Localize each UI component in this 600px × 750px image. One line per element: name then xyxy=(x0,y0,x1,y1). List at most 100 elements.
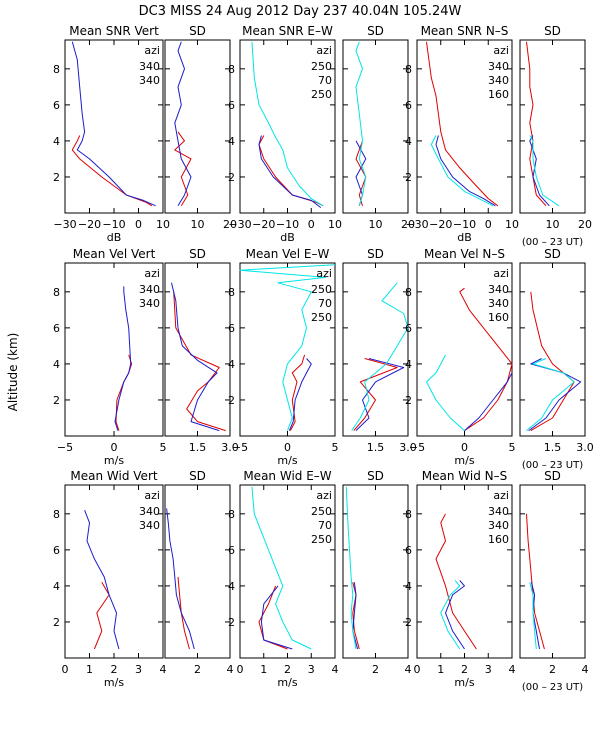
x-tick-label: −5 xyxy=(232,441,248,454)
series-line-blue xyxy=(260,585,293,650)
y-tick-label: 6 xyxy=(405,544,412,557)
series-line-red xyxy=(353,358,398,431)
panel-1-6: SD 10 20 (00 – 23 UT) xyxy=(519,24,592,248)
series-line-blue xyxy=(445,580,465,650)
x-tick-label: −20 xyxy=(78,218,101,231)
legend-title: azi xyxy=(493,489,509,502)
legend-title: azi xyxy=(316,44,332,57)
panel-2-4: SD 1.5 3.0 xyxy=(342,247,417,454)
series-line-red xyxy=(174,131,192,207)
y-tick-label: 2 xyxy=(228,171,235,184)
x-tick-label: 0 xyxy=(284,441,291,454)
legend-entry: 340 xyxy=(139,505,160,518)
y-tick-label: 4 xyxy=(405,358,412,371)
x-tick-label: 4 xyxy=(509,663,516,676)
series-line-cyan xyxy=(526,358,575,431)
legend-entry: 250 xyxy=(311,505,332,518)
legend-entry: 340 xyxy=(139,60,160,73)
legend-entry: 160 xyxy=(488,88,509,101)
series-line-red xyxy=(352,582,360,650)
legend-entry: 340 xyxy=(488,505,509,518)
panel-title: Mean Wid E–W xyxy=(243,469,331,483)
legend-title: azi xyxy=(316,267,332,280)
x-tick-label: 3.0 xyxy=(221,441,239,454)
panel-frame xyxy=(519,484,586,659)
x-axis-label: m/s xyxy=(277,454,297,467)
figure-title: DC3 MISS 24 Aug 2012 Day 237 40.04N 105.… xyxy=(139,4,462,19)
panel-title: SD xyxy=(189,24,206,38)
panel-3-2: SD 2 4 xyxy=(164,469,234,676)
y-tick-label: 4 xyxy=(228,135,235,148)
x-tick-label: 0 xyxy=(461,441,468,454)
y-tick-label: 6 xyxy=(53,322,60,335)
x-tick-label: 10 xyxy=(505,218,519,231)
x-tick-label: 10 xyxy=(156,218,170,231)
series-line-cyan xyxy=(426,354,465,431)
panel-3-6: SD 2 4 (00 – 23 UT) xyxy=(519,469,589,693)
x-tick-label: −30 xyxy=(53,218,76,231)
x-tick-label: 5 xyxy=(160,441,167,454)
x-tick-label: −5 xyxy=(409,441,425,454)
y-tick-label: 8 xyxy=(53,286,60,299)
y-tick-label: 2 xyxy=(405,394,412,407)
series-line-blue xyxy=(464,372,513,431)
legend-entry: 70 xyxy=(318,519,332,532)
panel-2-6: SD 1.5 3.0 (00 – 23 UT) xyxy=(519,247,594,471)
legend-entry: 160 xyxy=(488,533,509,546)
panel-title: Mean Wid Vert xyxy=(70,469,157,483)
x-tick-label: −10 xyxy=(102,218,125,231)
x-axis-label: m/s xyxy=(104,454,124,467)
series-line-cyan xyxy=(529,582,537,650)
x-tick-label: −20 xyxy=(429,218,452,231)
x-axis-label: m/s xyxy=(454,454,474,467)
y-tick-label: 6 xyxy=(53,99,60,112)
series-line-red xyxy=(177,576,190,650)
series-line-blue xyxy=(355,358,405,431)
time-range-note: (00 – 23 UT) xyxy=(522,460,583,471)
y-tick-label: 4 xyxy=(228,358,235,371)
series-line-cyan xyxy=(239,264,336,431)
x-tick-label: 20 xyxy=(578,218,592,231)
x-tick-label: −20 xyxy=(252,218,275,231)
panel-title: Mean Vel N–S xyxy=(424,247,505,261)
x-axis-label: dB xyxy=(280,231,295,244)
x-tick-label: 4 xyxy=(405,663,412,676)
panel-title: Mean Vel E–W xyxy=(246,247,330,261)
y-tick-label: 4 xyxy=(53,358,60,371)
y-tick-label: 6 xyxy=(228,544,235,557)
x-tick-label: 2 xyxy=(461,663,468,676)
series-line-red xyxy=(459,287,513,432)
x-tick-label: −30 xyxy=(405,218,428,231)
legend-entry: 340 xyxy=(488,297,509,310)
x-axis-label: m/s xyxy=(277,676,297,689)
x-tick-label: 3 xyxy=(308,663,315,676)
x-tick-label: 0 xyxy=(237,663,244,676)
x-tick-label: 4 xyxy=(332,663,339,676)
y-tick-label: 2 xyxy=(53,616,60,629)
y-tick-label: 4 xyxy=(405,135,412,148)
x-tick-label: 20 xyxy=(223,218,237,231)
series-line-red xyxy=(435,513,477,650)
x-tick-label: 5 xyxy=(332,441,339,454)
legend-entry: 70 xyxy=(318,74,332,87)
x-tick-label: 3.0 xyxy=(399,441,417,454)
series-line-blue xyxy=(84,510,120,650)
x-tick-label: 4 xyxy=(160,663,167,676)
y-tick-label: 8 xyxy=(405,508,412,521)
legend-entry: 340 xyxy=(488,60,509,73)
y-tick-label: 6 xyxy=(405,99,412,112)
x-axis-label: m/s xyxy=(104,676,124,689)
series-line-cyan xyxy=(251,41,324,207)
legend-title: azi xyxy=(144,267,160,280)
panel-title: SD xyxy=(367,247,384,261)
panel-1-3: Mean SNR E–W −30 −20 −10 0 10 2 4 6 8 dB azi 2507025… xyxy=(228,24,342,244)
y-tick-label: 4 xyxy=(53,135,60,148)
x-tick-label: 1 xyxy=(437,663,444,676)
legend-entry: 250 xyxy=(311,60,332,73)
series-line-blue xyxy=(166,508,195,650)
x-tick-label: 10 xyxy=(328,218,342,231)
